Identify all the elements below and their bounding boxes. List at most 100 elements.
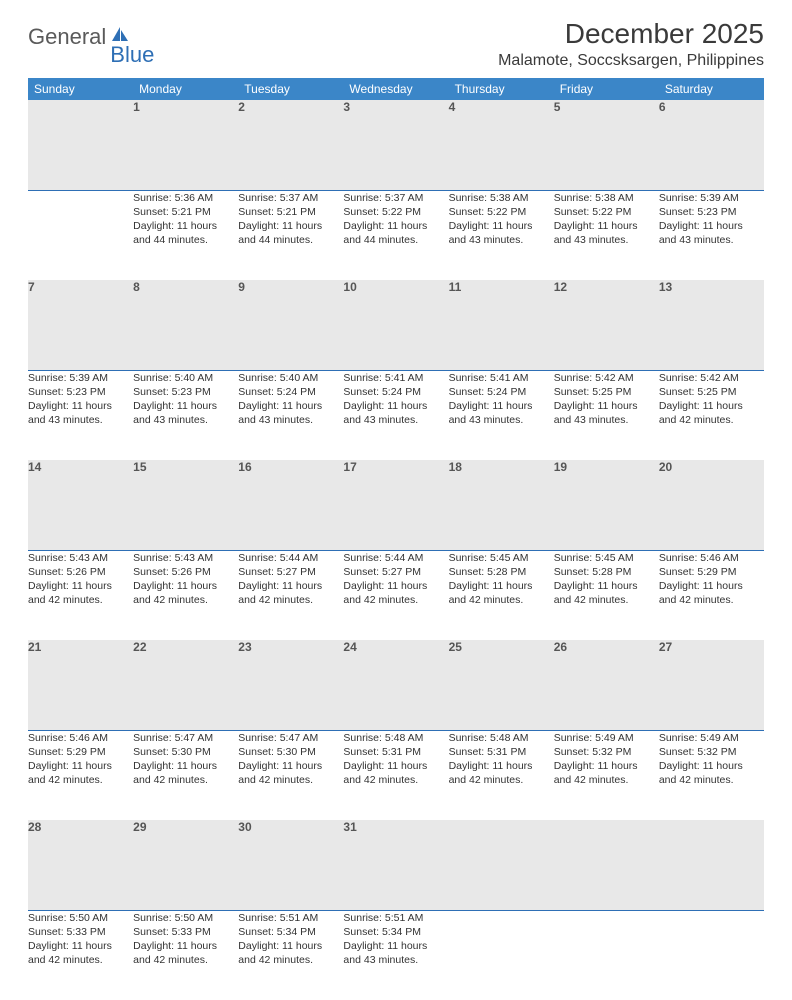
d2-text: and 43 minutes. [554,233,659,247]
day-cell: Sunrise: 5:40 AMSunset: 5:24 PMDaylight:… [238,370,343,460]
d2-text: and 42 minutes. [28,593,133,607]
day-number: 31 [343,820,448,910]
day-number: 27 [659,640,764,730]
d1-text: Daylight: 11 hours [238,579,343,593]
sunset-text: Sunset: 5:29 PM [659,565,764,579]
d2-text: and 42 minutes. [343,773,448,787]
d1-text: Daylight: 11 hours [238,219,343,233]
sunset-text: Sunset: 5:28 PM [449,565,554,579]
d2-text: and 42 minutes. [554,593,659,607]
day-cell: Sunrise: 5:48 AMSunset: 5:31 PMDaylight:… [449,730,554,820]
d1-text: Daylight: 11 hours [28,759,133,773]
location: Malamote, Soccsksargen, Philippines [498,52,764,70]
d2-text: and 43 minutes. [449,413,554,427]
sunset-text: Sunset: 5:23 PM [28,385,133,399]
sunset-text: Sunset: 5:22 PM [343,205,448,219]
d2-text: and 43 minutes. [659,233,764,247]
d2-text: and 44 minutes. [343,233,448,247]
sunset-text: Sunset: 5:24 PM [238,385,343,399]
d1-text: Daylight: 11 hours [238,939,343,953]
day-number: 20 [659,460,764,550]
day-header: Wednesday [343,78,448,100]
d2-text: and 42 minutes. [238,773,343,787]
sunrise-text: Sunrise: 5:47 AM [238,731,343,745]
day-number: 4 [449,100,554,190]
day-cell: Sunrise: 5:40 AMSunset: 5:23 PMDaylight:… [133,370,238,460]
day-cell [659,910,764,1000]
day-header: Tuesday [238,78,343,100]
d2-text: and 42 minutes. [449,773,554,787]
month-title: December 2025 [498,18,764,50]
sunset-text: Sunset: 5:26 PM [133,565,238,579]
day-number [659,820,764,910]
d1-text: Daylight: 11 hours [343,759,448,773]
d1-text: Daylight: 11 hours [659,219,764,233]
day-number: 24 [343,640,448,730]
d1-text: Daylight: 11 hours [133,939,238,953]
d2-text: and 42 minutes. [133,953,238,967]
day-number: 1 [133,100,238,190]
d1-text: Daylight: 11 hours [554,399,659,413]
brand-logo: General Blue [28,24,154,50]
d1-text: Daylight: 11 hours [28,579,133,593]
content-row: Sunrise: 5:50 AMSunset: 5:33 PMDaylight:… [28,910,764,1000]
sunrise-text: Sunrise: 5:50 AM [133,911,238,925]
d2-text: and 43 minutes. [554,413,659,427]
day-number: 11 [449,280,554,370]
d2-text: and 43 minutes. [343,953,448,967]
sunrise-text: Sunrise: 5:42 AM [659,371,764,385]
calendar-table: Sunday Monday Tuesday Wednesday Thursday… [28,78,764,1000]
sunset-text: Sunset: 5:30 PM [133,745,238,759]
brand-part2: Blue [110,42,154,68]
sunset-text: Sunset: 5:27 PM [343,565,448,579]
day-cell: Sunrise: 5:46 AMSunset: 5:29 PMDaylight:… [659,550,764,640]
sunset-text: Sunset: 5:32 PM [554,745,659,759]
sunrise-text: Sunrise: 5:50 AM [28,911,133,925]
day-number: 29 [133,820,238,910]
day-number: 18 [449,460,554,550]
sunrise-text: Sunrise: 5:36 AM [133,191,238,205]
sunset-text: Sunset: 5:24 PM [343,385,448,399]
daynum-row: 14151617181920 [28,460,764,550]
day-cell: Sunrise: 5:43 AMSunset: 5:26 PMDaylight:… [133,550,238,640]
day-header: Sunday [28,78,133,100]
d2-text: and 44 minutes. [238,233,343,247]
d1-text: Daylight: 11 hours [133,759,238,773]
sunrise-text: Sunrise: 5:51 AM [343,911,448,925]
sunset-text: Sunset: 5:26 PM [28,565,133,579]
day-cell: Sunrise: 5:48 AMSunset: 5:31 PMDaylight:… [343,730,448,820]
day-number: 6 [659,100,764,190]
d2-text: and 42 minutes. [133,593,238,607]
sunset-text: Sunset: 5:21 PM [238,205,343,219]
sunrise-text: Sunrise: 5:37 AM [238,191,343,205]
d2-text: and 42 minutes. [554,773,659,787]
day-cell: Sunrise: 5:49 AMSunset: 5:32 PMDaylight:… [554,730,659,820]
day-number: 9 [238,280,343,370]
day-cell: Sunrise: 5:37 AMSunset: 5:21 PMDaylight:… [238,190,343,280]
sunset-text: Sunset: 5:24 PM [449,385,554,399]
brand-part1: General [28,24,106,50]
d2-text: and 42 minutes. [28,773,133,787]
day-cell: Sunrise: 5:43 AMSunset: 5:26 PMDaylight:… [28,550,133,640]
d2-text: and 42 minutes. [449,593,554,607]
d2-text: and 42 minutes. [659,413,764,427]
day-number: 28 [28,820,133,910]
title-block: December 2025 Malamote, Soccsksargen, Ph… [498,18,764,70]
day-cell [28,190,133,280]
sunset-text: Sunset: 5:31 PM [449,745,554,759]
sunrise-text: Sunrise: 5:37 AM [343,191,448,205]
d2-text: and 42 minutes. [28,953,133,967]
d1-text: Daylight: 11 hours [133,399,238,413]
day-number: 12 [554,280,659,370]
day-number: 14 [28,460,133,550]
day-cell: Sunrise: 5:50 AMSunset: 5:33 PMDaylight:… [28,910,133,1000]
d1-text: Daylight: 11 hours [449,579,554,593]
content-row: Sunrise: 5:46 AMSunset: 5:29 PMDaylight:… [28,730,764,820]
day-number: 3 [343,100,448,190]
d1-text: Daylight: 11 hours [343,579,448,593]
d2-text: and 43 minutes. [343,413,448,427]
day-cell [449,910,554,1000]
d2-text: and 43 minutes. [133,413,238,427]
sunset-text: Sunset: 5:33 PM [28,925,133,939]
d1-text: Daylight: 11 hours [449,759,554,773]
